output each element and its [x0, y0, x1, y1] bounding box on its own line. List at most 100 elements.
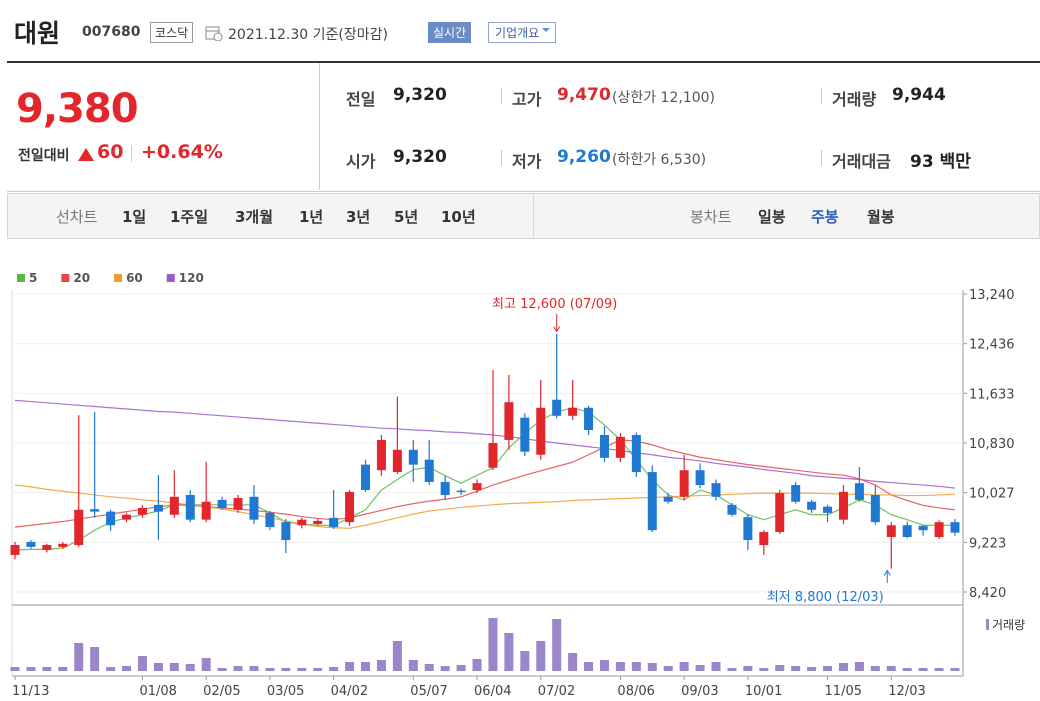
candle-body: [568, 407, 578, 416]
candle-body: [74, 509, 84, 546]
candle-body: [870, 494, 880, 523]
x-tick-label: 11/13: [12, 684, 49, 699]
volume-bar: [743, 666, 753, 671]
legend-swatch: [166, 274, 175, 282]
candle-body: [217, 499, 227, 508]
volume-bar: [886, 666, 896, 671]
volume-bar: [536, 641, 546, 671]
tab[interactable]: 일봉: [758, 208, 786, 226]
change-amount: 60: [97, 141, 124, 163]
stat-value: 93 백만: [910, 152, 971, 172]
volume-bar: [329, 667, 339, 671]
candle-body: [408, 449, 418, 465]
volume-bar: [424, 664, 434, 671]
candle-body: [615, 436, 625, 458]
candle-body: [90, 509, 100, 512]
tab[interactable]: 1주일: [170, 208, 209, 226]
tab[interactable]: 1년: [299, 208, 324, 226]
volume-bar: [663, 666, 673, 671]
x-tick-label: 01/08: [139, 684, 176, 699]
volume-bar: [934, 668, 944, 671]
candle-body: [106, 511, 116, 526]
stat-note: (하한가 6,530): [612, 152, 707, 168]
legend-label: 60: [126, 271, 143, 285]
annotation-arrow: [883, 569, 891, 576]
annotation-low: 최저 8,800 (12/03): [767, 590, 884, 605]
dropdown-arrow: [542, 28, 551, 36]
candle-body: [472, 483, 482, 490]
volume-bar: [950, 668, 960, 671]
volume-bar: [185, 664, 195, 671]
stat-label: 거래대금: [832, 152, 891, 171]
volume-bar: [711, 662, 721, 671]
candle-body: [265, 512, 275, 528]
tab[interactable]: 월봉: [867, 208, 895, 226]
tab[interactable]: 10년: [441, 208, 476, 226]
x-tick-label: 06/04: [474, 684, 511, 699]
volume-bar: [58, 667, 68, 671]
candle-body: [361, 464, 371, 490]
volume-bar: [233, 666, 243, 671]
x-tick-label: 05/07: [410, 684, 447, 699]
ma-line: [14, 399, 956, 489]
tab-group-label: 선차트: [56, 208, 98, 226]
volume-bar: [345, 662, 355, 671]
candle-body: [934, 522, 944, 537]
tab-active[interactable]: 주봉: [811, 208, 839, 226]
market-badge: 코스닥: [150, 22, 194, 43]
up-triangle: [78, 148, 94, 161]
candle-body: [727, 504, 737, 515]
candle-body: [504, 402, 514, 440]
volume-bar: [313, 668, 323, 671]
stats-panel: [319, 63, 1040, 190]
tab[interactable]: 5년: [394, 208, 419, 226]
volume-bar: [791, 666, 801, 671]
stock-name: 대원: [14, 19, 61, 48]
base-date: 2021.12.30 기준(장마감): [228, 27, 388, 43]
stat-value: 9,944: [892, 85, 946, 105]
y-tick-label: 11,633: [969, 387, 1015, 402]
volume-bar: [153, 663, 163, 671]
volume-bar: [217, 668, 227, 671]
company-button[interactable]: 기업개요: [488, 22, 557, 43]
separator: [501, 88, 502, 104]
volume-bar: [106, 667, 116, 671]
candle-body: [647, 472, 657, 531]
candle-body: [10, 545, 20, 555]
candle-body: [918, 525, 928, 531]
tab[interactable]: 3개월: [235, 208, 274, 226]
tab[interactable]: 1일: [122, 208, 147, 226]
volume-bar: [472, 659, 482, 671]
volume-bar: [408, 660, 418, 671]
stat-label: 전일: [346, 90, 376, 109]
stat-value: 9,320: [393, 147, 447, 167]
x-tick-label: 11/05: [825, 684, 862, 699]
candle-body: [153, 504, 163, 512]
volume-bar: [823, 666, 833, 671]
candle-body: [663, 496, 673, 502]
stat-note: (상한가 12,100): [612, 90, 716, 106]
legend-swatch: [986, 619, 989, 630]
volume-bar: [488, 618, 498, 671]
volume-bar: [647, 663, 657, 671]
volume-bar: [392, 641, 402, 671]
tab[interactable]: 3년: [346, 208, 371, 226]
x-tick-label: 08/06: [617, 684, 654, 699]
candle-body: [536, 407, 546, 455]
stat-value: 9,470: [557, 85, 611, 105]
candle-body: [950, 522, 960, 533]
volume-bar: [679, 662, 689, 671]
volume-bar: [456, 665, 466, 671]
volume-bar: [42, 667, 52, 671]
candle-body: [42, 545, 52, 550]
y-tick-label: 8,420: [969, 586, 1006, 601]
ma-line: [14, 407, 955, 551]
x-tick-label: 07/02: [538, 684, 575, 699]
separator: [533, 194, 534, 238]
volume-bar: [10, 667, 20, 671]
realtime-button[interactable]: 실시간: [428, 22, 472, 43]
x-tick-label: 03/05: [267, 684, 304, 699]
candle-body: [807, 501, 817, 510]
company-label: 기업개요: [495, 26, 540, 40]
legend-swatch: [114, 274, 123, 282]
